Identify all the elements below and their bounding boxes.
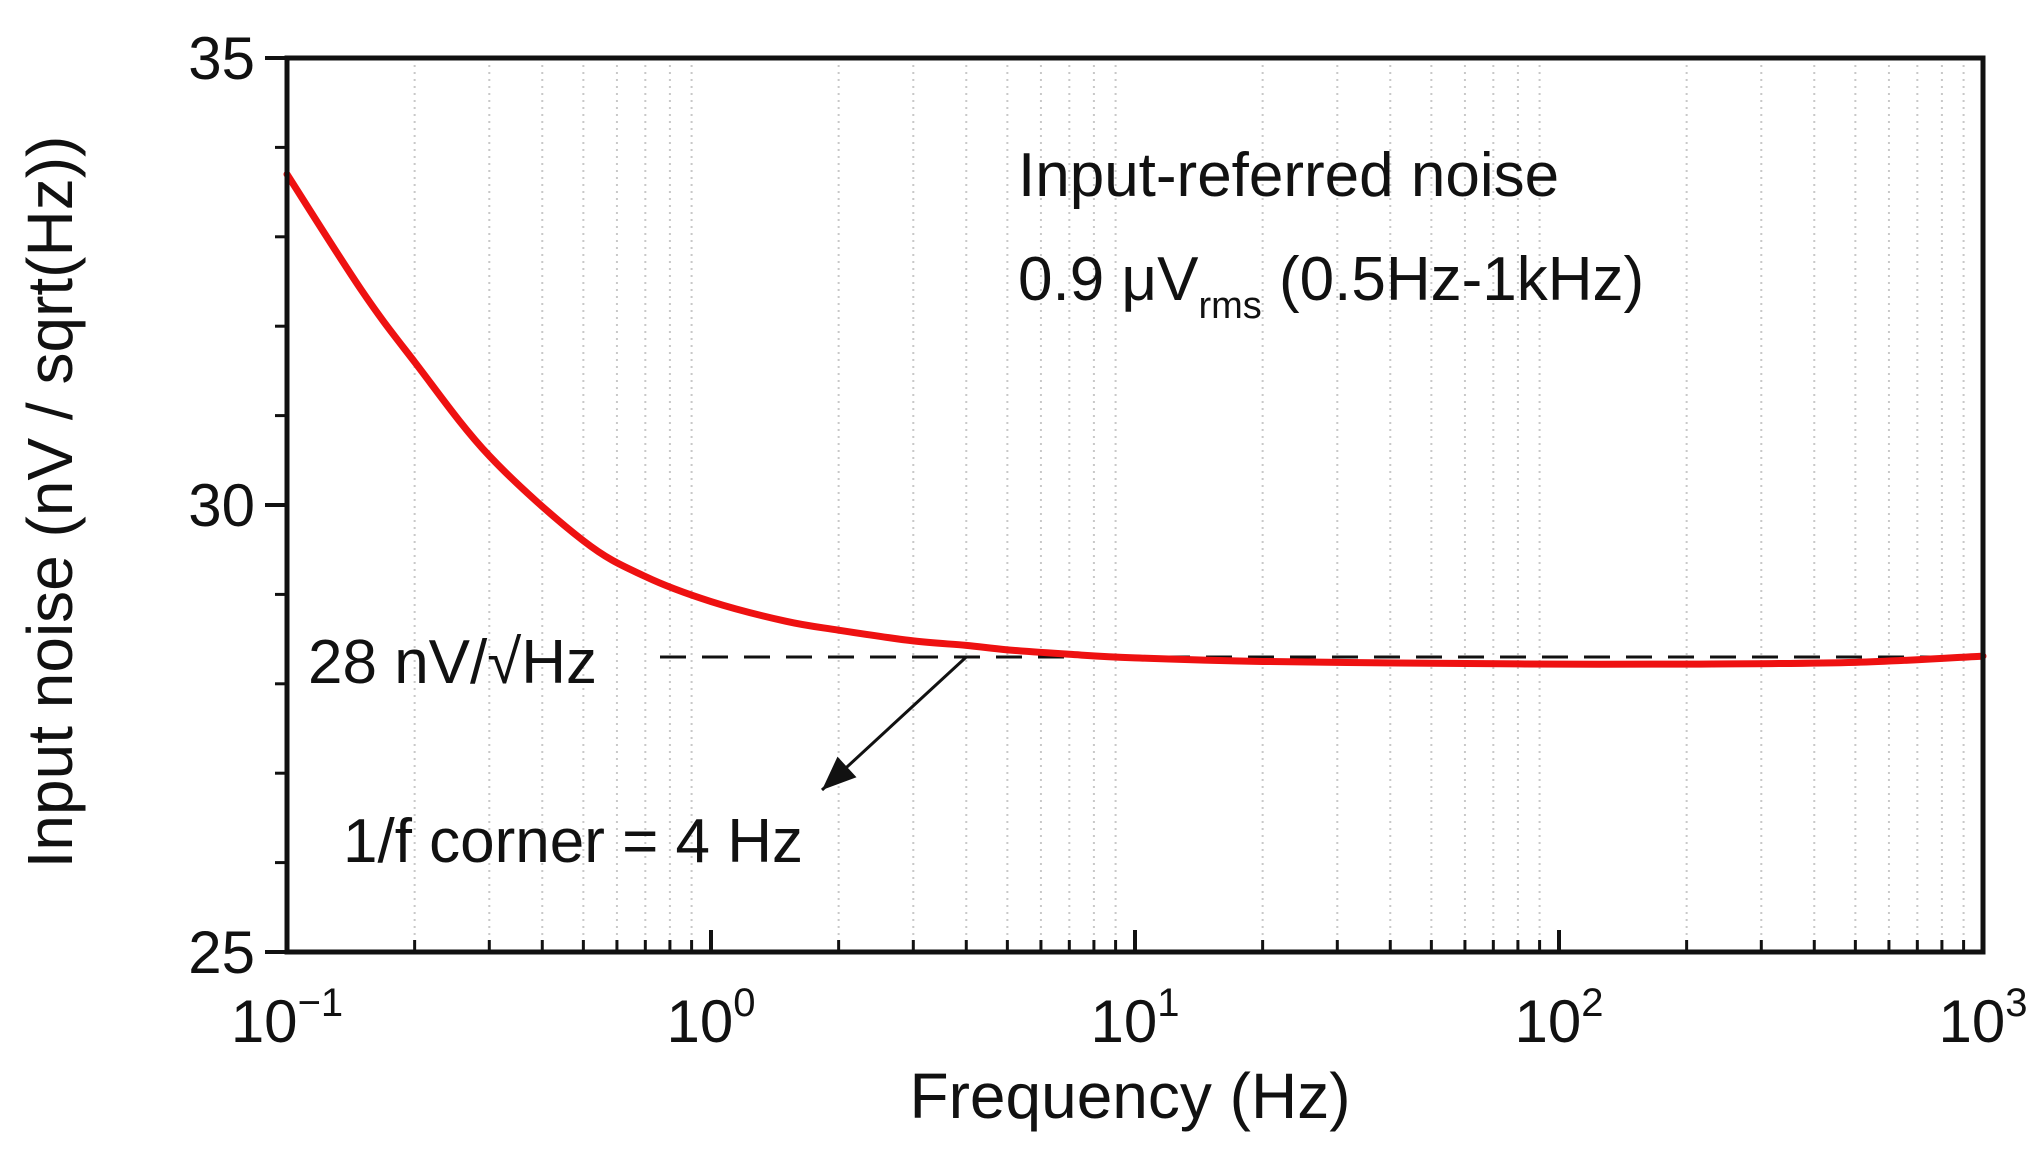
x-tick-label: 100 bbox=[667, 981, 756, 1055]
y-tick-label: 30 bbox=[188, 472, 255, 539]
plot-frame bbox=[284, 55, 1986, 955]
y-tick-label: 35 bbox=[188, 25, 255, 92]
x-tick-label: 101 bbox=[1091, 981, 1180, 1055]
grid-lines bbox=[413, 58, 1965, 952]
y-axis-title: Input noise (nV / sqrt(Hz)) bbox=[14, 136, 86, 869]
reference-line-label: 28 nV/√Hz bbox=[308, 628, 597, 697]
noise-curve-line bbox=[283, 170, 1987, 668]
annotation-noise-title: Input-referred noise bbox=[1018, 141, 1559, 210]
tick-labels: 10−1 100 101 102 103 25 30 35 bbox=[188, 25, 2027, 1055]
annotation-corner-label: 1/f corner = 4 Hz bbox=[343, 807, 803, 876]
x-tick-label: 10−1 bbox=[231, 981, 343, 1055]
y-tick-label: 25 bbox=[188, 919, 255, 986]
x-tick-label: 103 bbox=[1939, 981, 2028, 1055]
x-axis-title: Frequency (Hz) bbox=[910, 1060, 1351, 1132]
annotation-noise-value: 0.9 μVrms (0.5Hz-1kHz) bbox=[1018, 245, 1644, 327]
corner-arrow-head bbox=[822, 756, 857, 790]
x-tick-label: 102 bbox=[1515, 981, 1604, 1055]
